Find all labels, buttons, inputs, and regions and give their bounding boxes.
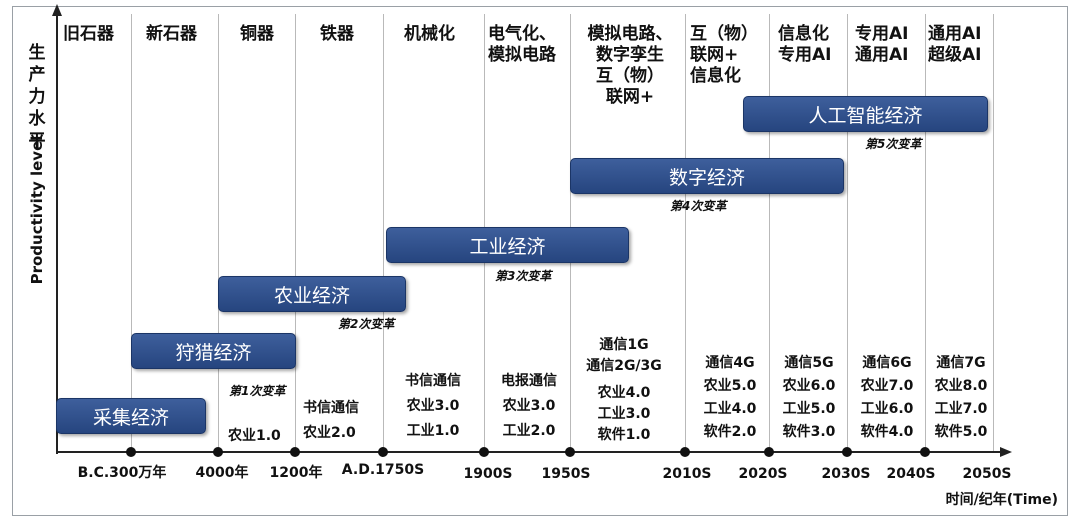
- tech-item: 农业4.0: [597, 385, 651, 401]
- tech-item: 农业1.0: [228, 428, 281, 444]
- economy-bar-agriculture: 农业经济: [218, 276, 406, 312]
- tech-item: 工业3.0: [597, 406, 651, 422]
- tech-item: 工业5.0: [782, 401, 836, 417]
- period-divider: [131, 14, 132, 452]
- tech-item: 软件5.0: [934, 424, 988, 440]
- tech-item: 农业2.0: [303, 425, 356, 441]
- timeline-dot: [565, 447, 575, 457]
- tech-item: 通信2G/3G: [586, 358, 662, 374]
- revolution-label: 第2次变革: [338, 317, 395, 331]
- tech-item: 农业8.0: [934, 378, 988, 394]
- tech-item: 农业6.0: [782, 378, 836, 394]
- era-label: 互（物） 联网+ 信息化: [690, 24, 758, 86]
- timeline-dot: [378, 447, 388, 457]
- period-divider: [993, 14, 994, 452]
- revolution-label: 第4次变革: [670, 199, 727, 213]
- tech-item: 书信通信: [405, 373, 461, 389]
- timeline-dot: [680, 447, 690, 457]
- tech-item: 软件1.0: [597, 427, 651, 443]
- period-items: 通信1G 通信2G/3G 农业4.0 工业3.0 软件1.0: [582, 335, 666, 446]
- period-items: 通信7G 农业8.0 工业7.0 软件5.0: [926, 352, 996, 444]
- tech-item: 软件3.0: [782, 424, 836, 440]
- tech-item: 农业5.0: [703, 378, 757, 394]
- economy-bar-digital: 数字经济: [570, 158, 844, 194]
- time-tick-label: 1900S: [463, 466, 513, 482]
- y-axis-arrow-icon: [52, 4, 62, 16]
- era-label: 机械化: [404, 24, 455, 44]
- period-items: 电报通信 农业3.0 工业2.0: [490, 370, 568, 443]
- time-tick-label: 2040S: [886, 466, 936, 482]
- economy-bar-ai: 人工智能经济: [743, 96, 988, 132]
- economy-bar-industrial: 工业经济: [386, 227, 629, 263]
- revolution-label: 第5次变革: [865, 137, 922, 151]
- time-tick-label: 2020S: [738, 466, 788, 482]
- x-axis-line: [56, 451, 1002, 453]
- tech-item: 工业2.0: [502, 423, 556, 439]
- y-axis-label-cn: 生产力水平: [28, 43, 46, 151]
- time-tick-label: 2050S: [962, 466, 1012, 482]
- tech-item: 通信6G: [862, 355, 912, 371]
- tech-item: 工业6.0: [860, 401, 914, 417]
- tech-item: 农业3.0: [502, 398, 556, 414]
- tech-item: 通信7G: [936, 355, 986, 371]
- timeline-dot: [842, 447, 852, 457]
- period-items: 书信通信 农业2.0: [303, 397, 359, 445]
- period-divider: [847, 14, 848, 452]
- time-tick-label: 4000年: [195, 465, 249, 481]
- era-label: 通用AI 超级AI: [928, 24, 982, 65]
- period-divider: [769, 14, 770, 452]
- tech-item: 书信通信: [303, 400, 359, 416]
- era-label: 专用AI 通用AI: [855, 24, 909, 65]
- time-tick-label: A.D.1750S: [341, 462, 425, 478]
- timeline-dot: [479, 447, 489, 457]
- tech-item: 通信1G: [599, 337, 649, 353]
- era-label: 信息化 专用AI: [778, 24, 832, 65]
- diagram-frame: [12, 6, 1068, 516]
- period-divider: [218, 14, 219, 452]
- timeline-dot: [290, 447, 300, 457]
- period-items: 通信4G 农业5.0 工业4.0 软件2.0: [692, 352, 768, 444]
- period-items: 通信5G 农业6.0 工业5.0 软件3.0: [771, 352, 847, 444]
- time-tick-label: 2030S: [821, 466, 871, 482]
- timeline-dot: [920, 447, 930, 457]
- era-label: 电气化、 模拟电路: [488, 24, 556, 65]
- period-items: 通信6G 农业7.0 工业6.0 软件4.0: [849, 352, 925, 444]
- y-axis-line: [56, 14, 58, 454]
- tech-item: 通信4G: [705, 355, 755, 371]
- economy-bar-hunting: 狩猎经济: [131, 333, 296, 369]
- period-divider: [925, 14, 926, 452]
- x-axis-label: 时间/纪年(Time): [945, 492, 1058, 508]
- period-items: 农业1.0: [228, 425, 281, 448]
- era-label: 铜器: [240, 24, 274, 44]
- tech-item: 软件4.0: [860, 424, 914, 440]
- timeline-dot: [126, 447, 136, 457]
- time-tick-label: 1950S: [541, 466, 591, 482]
- timeline-dot: [213, 447, 223, 457]
- time-tick-label: 1200年: [269, 465, 323, 481]
- tech-item: 工业7.0: [934, 401, 988, 417]
- period-items: 书信通信 农业3.0 工业1.0: [392, 370, 474, 443]
- timeline-dot: [764, 447, 774, 457]
- revolution-label: 第1次变革: [229, 384, 286, 398]
- period-divider: [383, 14, 384, 452]
- tech-item: 农业7.0: [860, 378, 914, 394]
- era-label: 旧石器: [63, 24, 114, 44]
- tech-item: 通信5G: [784, 355, 834, 371]
- tech-item: 农业3.0: [406, 398, 460, 414]
- tech-item: 电报通信: [501, 373, 557, 389]
- tech-item: 工业1.0: [406, 423, 460, 439]
- time-tick-label: 2010S: [662, 466, 712, 482]
- period-divider: [295, 14, 296, 452]
- tech-item: 软件2.0: [703, 424, 757, 440]
- era-label: 新石器: [146, 24, 197, 44]
- y-axis-label-en: Productivity level: [28, 135, 46, 285]
- revolution-label: 第3次变革: [495, 269, 552, 283]
- economy-bar-gathering: 采集经济: [56, 398, 206, 434]
- era-label: 模拟电路、 数字孪生 互（物） 联网+: [587, 24, 673, 107]
- era-label: 铁器: [320, 24, 354, 44]
- time-tick-label: B.C.300万年: [77, 465, 167, 481]
- x-axis-arrow-icon: [1000, 447, 1012, 457]
- tech-item: 工业4.0: [703, 401, 757, 417]
- period-divider: [685, 14, 686, 452]
